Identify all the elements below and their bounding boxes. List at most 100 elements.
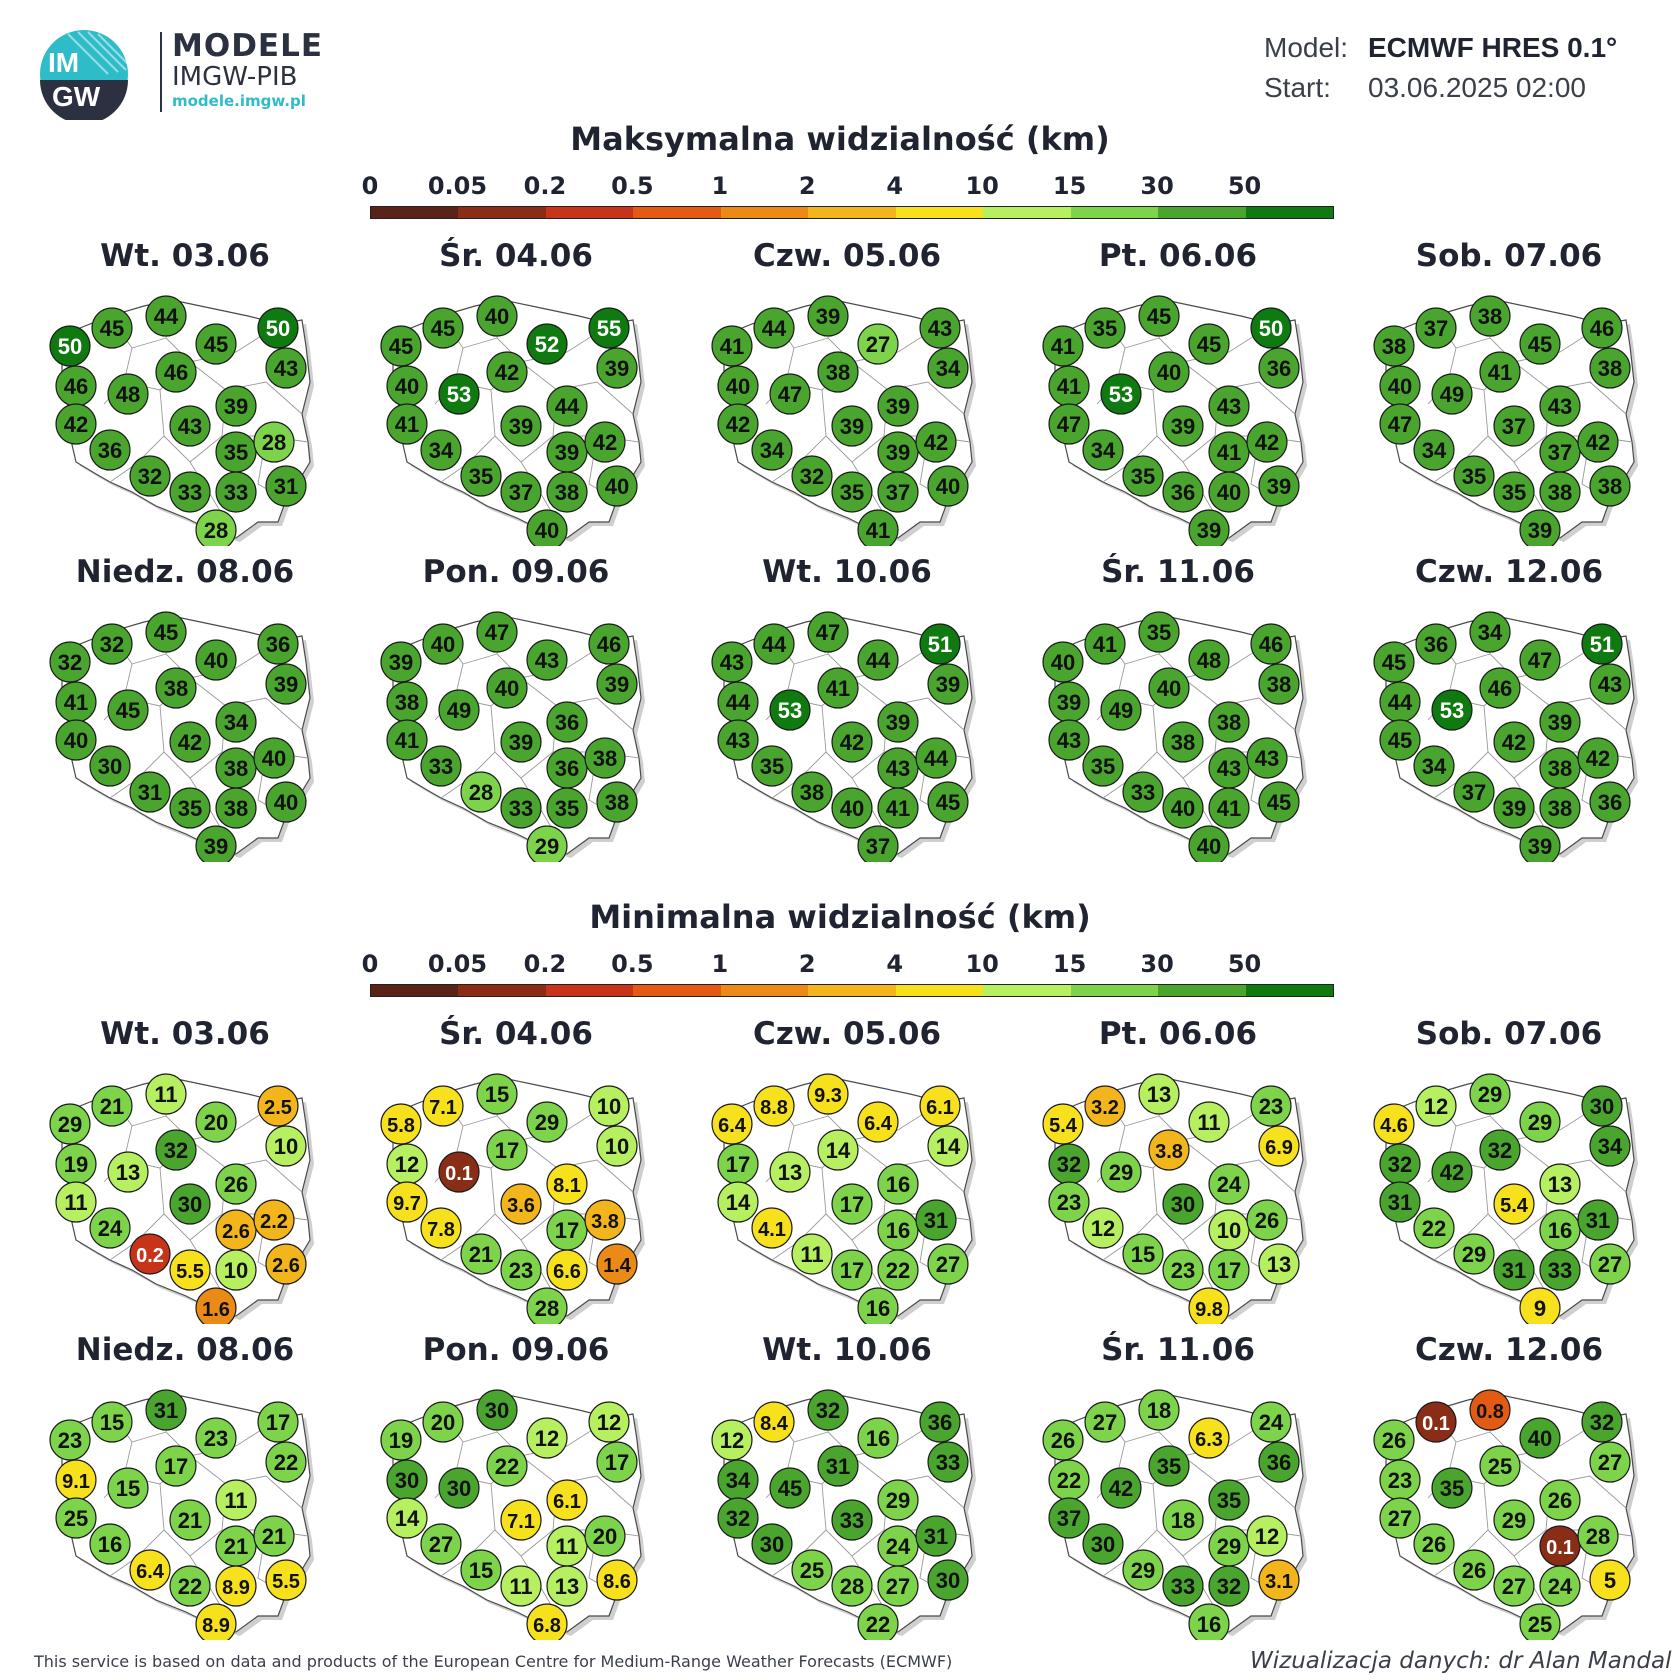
- visibility-marker: 16: [1539, 1209, 1581, 1251]
- visibility-marker: 32: [1379, 1143, 1421, 1185]
- visibility-marker: 40: [1148, 351, 1190, 393]
- voivodeship-border: [109, 389, 165, 483]
- visibility-marker-circle: [1493, 1499, 1535, 1541]
- visibility-value: 49: [447, 698, 471, 723]
- visibility-value: 6.4: [864, 1113, 893, 1135]
- visibility-value: 41: [826, 676, 850, 701]
- visibility-value: 38: [224, 796, 248, 821]
- visibility-marker: 23: [1379, 1459, 1421, 1501]
- visibility-marker: 3.1: [1258, 1559, 1300, 1601]
- visibility-marker-circle: [588, 623, 630, 665]
- visibility-marker: 42: [1577, 421, 1619, 463]
- visibility-marker: 46: [155, 351, 197, 393]
- visibility-value: 11: [555, 1534, 578, 1559]
- visibility-value: 32: [1590, 1410, 1614, 1435]
- legend-tick-label: 1: [711, 172, 729, 200]
- visibility-value: 43: [886, 756, 910, 781]
- visibility-marker-circle: [169, 721, 211, 763]
- visibility-marker-circle: [1379, 1497, 1421, 1539]
- visibility-marker-circle: [422, 623, 464, 665]
- visibility-marker: 6.8: [526, 1603, 568, 1640]
- visibility-value: 47: [1388, 412, 1412, 437]
- visibility-marker: 33: [927, 1441, 969, 1483]
- visibility-value: 11: [509, 1574, 532, 1599]
- visibility-value: 47: [1057, 412, 1081, 437]
- visibility-marker: 34: [420, 429, 462, 471]
- visibility-marker-circle: [1379, 1181, 1421, 1223]
- visibility-value: 37: [886, 480, 910, 505]
- visibility-marker-circle: [1048, 1181, 1090, 1223]
- visibility-marker-circle: [438, 1151, 480, 1193]
- visibility-marker-circle: [769, 689, 811, 731]
- voivodeship-border: [462, 1431, 498, 1443]
- visibility-marker: 38: [596, 781, 638, 823]
- visibility-value: 25: [1488, 1454, 1512, 1479]
- visibility-marker: 8.6: [596, 1559, 638, 1601]
- visibility-marker-circle: [791, 455, 833, 497]
- visibility-marker: 7.1: [500, 1499, 542, 1541]
- visibility-marker: 47: [1379, 403, 1421, 445]
- visibility-marker-circle: [546, 385, 588, 427]
- visibility-marker: 0.2: [129, 1233, 171, 1275]
- visibility-marker: 36: [546, 701, 588, 743]
- visibility-value: 35: [1217, 1488, 1241, 1513]
- legend-color-segment: [633, 207, 721, 218]
- visibility-marker-circle: [717, 403, 759, 445]
- visibility-value: 38: [555, 480, 579, 505]
- visibility-value: 23: [509, 1258, 533, 1283]
- visibility-marker-circle: [129, 771, 171, 813]
- visibility-marker: 51: [919, 623, 961, 665]
- voivodeship-border: [1433, 1167, 1489, 1261]
- visibility-value: 4.1: [758, 1219, 786, 1241]
- visibility-marker-circle: [711, 1419, 753, 1461]
- visibility-marker: 26: [1539, 1479, 1581, 1521]
- visibility-marker: 34: [1082, 429, 1124, 471]
- visibility-value: 29: [58, 1112, 82, 1137]
- visibility-marker: 22: [1413, 1207, 1455, 1249]
- visibility-marker-circle: [1162, 721, 1204, 763]
- visibility-marker-circle: [1415, 307, 1457, 349]
- visibility-marker-circle: [1258, 1441, 1300, 1483]
- visibility-marker-circle: [1250, 1401, 1292, 1443]
- visibility-marker: 36: [1415, 623, 1457, 665]
- visibility-marker-circle: [1493, 405, 1535, 447]
- visibility-value: 1.4: [603, 1255, 632, 1277]
- visibility-value: 37: [866, 834, 890, 859]
- visibility-marker: 34: [1413, 429, 1455, 471]
- visibility-marker: 42: [1577, 737, 1619, 779]
- visibility-marker-circle: [1138, 1073, 1180, 1115]
- visibility-marker-circle: [1042, 1103, 1084, 1145]
- visibility-marker-circle: [380, 1103, 422, 1145]
- visibility-marker: 46: [1581, 307, 1623, 349]
- visibility-marker: 35: [1431, 1467, 1473, 1509]
- visibility-marker: 45: [107, 689, 149, 731]
- visibility-marker-circle: [1148, 1129, 1190, 1171]
- visibility-marker: 11: [546, 1525, 588, 1567]
- legend-color-segment: [1070, 985, 1159, 996]
- visibility-value: 2.6: [272, 1255, 300, 1277]
- imgw-logo: IM GW: [38, 28, 138, 124]
- visibility-marker: 41: [711, 325, 753, 367]
- visibility-marker: 28: [1577, 1515, 1619, 1557]
- visibility-value: 25: [64, 1506, 88, 1531]
- visibility-marker-circle: [265, 1559, 307, 1601]
- visibility-marker: 35: [460, 455, 502, 497]
- visibility-marker: 35: [215, 431, 257, 473]
- visibility-value: 29: [1217, 1534, 1241, 1559]
- visibility-marker: 39: [927, 663, 969, 705]
- brand-url[interactable]: modele.imgw.pl: [172, 92, 306, 110]
- visibility-marker: 24: [1539, 1565, 1581, 1607]
- visibility-marker-circle: [1208, 1479, 1250, 1521]
- visibility-value: 45: [431, 316, 455, 341]
- visibility-marker: 44: [753, 623, 795, 665]
- visibility-marker: 36: [89, 429, 131, 471]
- visibility-marker-circle: [1084, 307, 1126, 349]
- visibility-marker-circle: [1122, 455, 1164, 497]
- visibility-marker: 33: [215, 471, 257, 513]
- visibility-value: 6.8: [533, 1615, 561, 1637]
- visibility-value: 32: [1388, 1152, 1412, 1177]
- visibility-marker-circle: [89, 429, 131, 471]
- visibility-value: 32: [1057, 1152, 1081, 1177]
- visibility-marker: 25: [1519, 1603, 1561, 1640]
- visibility-marker: 30: [1162, 1183, 1204, 1225]
